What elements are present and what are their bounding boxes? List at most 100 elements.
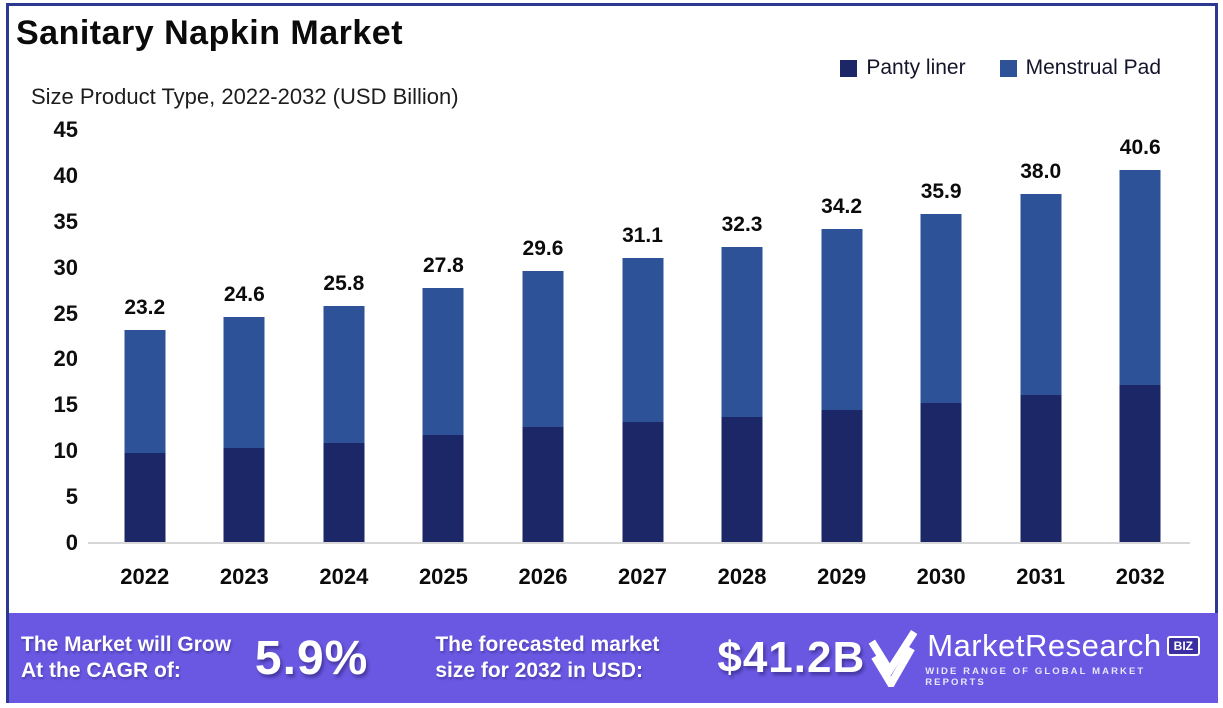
y-tick-0: 0	[65, 530, 78, 555]
x-label-2024: 2024	[319, 564, 369, 589]
y-tick-20: 20	[53, 346, 78, 372]
bar-total-label-2030: 35.9	[920, 179, 962, 203]
bar-group-2030: 35.9	[891, 130, 991, 543]
stacked-bar-2023	[223, 317, 265, 543]
bar-segment-panty-liner-2030	[920, 402, 962, 543]
x-label-2032: 2032	[1115, 564, 1165, 589]
bar-group-2026: 29.6	[493, 130, 593, 543]
bar-group-2029: 34.2	[792, 130, 892, 543]
bar-total-label-2027: 31.1	[622, 223, 663, 247]
bar-plot-area: 23.2 24.6 25.8 27.8 29.6 31.1 32.3 34.2 35.9 38.0…	[95, 130, 1190, 543]
bar-group-2028: 32.3	[692, 130, 792, 543]
bar-segment-panty-liner-2032	[1119, 385, 1161, 543]
x-label-2028: 2028	[717, 564, 767, 589]
bar-total-label-2031: 38.0	[1020, 160, 1062, 184]
bar-segment-panty-liner-2027	[622, 421, 663, 543]
cagr-label-line2: At the CAGR of:	[21, 659, 181, 682]
bar-segment-menstrual-pad-2028	[721, 246, 763, 418]
y-tick-10: 10	[53, 438, 78, 464]
stacked-bar-2026	[522, 271, 564, 543]
bar-segment-panty-liner-2028	[721, 417, 763, 543]
legend-item-panty-liner: Panty liner	[840, 56, 966, 80]
bar-segment-panty-liner-2025	[422, 434, 464, 543]
y-tick-5: 5	[65, 484, 78, 510]
y-tick-45: 45	[53, 117, 78, 142]
x-label-2025: 2025	[418, 564, 468, 589]
x-label-2031: 2031	[1016, 564, 1066, 589]
forecast-label-line2: size for 2032 in USD:	[435, 659, 644, 682]
bar-total-label-2026: 29.6	[522, 237, 564, 261]
x-axis-baseline	[88, 542, 1190, 544]
x-label-2022: 2022	[120, 564, 170, 589]
bar-group-2025: 27.8	[394, 130, 494, 543]
bar-segment-menstrual-pad-2022	[124, 330, 166, 454]
stacked-bar-2027	[622, 257, 663, 543]
bar-total-label-2022: 23.2	[124, 296, 166, 320]
bar-group-2032: 40.6	[1090, 130, 1190, 543]
bar-total-label-2025: 27.8	[422, 253, 464, 277]
bar-segment-panty-liner-2022	[124, 453, 166, 543]
x-label-2026: 2026	[518, 564, 568, 589]
stacked-bar-2029	[821, 229, 863, 543]
bar-segment-menstrual-pad-2029	[821, 229, 863, 410]
y-tick-35: 35	[53, 208, 78, 234]
legend-label: Menstrual Pad	[1025, 56, 1161, 79]
bar-segment-menstrual-pad-2026	[522, 271, 564, 428]
bar-segment-menstrual-pad-2027	[622, 257, 663, 422]
bar-group-2027: 31.1	[593, 130, 693, 543]
stacked-bar-2025	[422, 287, 464, 543]
bar-segment-menstrual-pad-2025	[422, 287, 464, 435]
y-tick-15: 15	[53, 392, 78, 418]
y-tick-25: 25	[53, 300, 78, 326]
x-label-2023: 2023	[219, 564, 269, 589]
logo-biz-badge: BIZ	[1166, 636, 1200, 656]
chart-legend: Panty liner Menstrual Pad	[840, 56, 1161, 80]
footer-banner: The Market will Grow At the CAGR of: 5.9…	[9, 613, 1218, 703]
bar-segment-panty-liner-2031	[1020, 395, 1062, 543]
y-tick-30: 30	[53, 254, 78, 280]
bar-total-label-2029: 34.2	[821, 195, 863, 219]
cagr-label-line1: The Market will Grow	[21, 632, 232, 656]
cagr-label: The Market will Grow At the CAGR of:	[21, 632, 247, 685]
bar-segment-menstrual-pad-2030	[920, 213, 962, 403]
bar-group-2024: 25.8	[294, 130, 394, 543]
bar-segment-panty-liner-2026	[522, 427, 564, 543]
bar-group-2023: 24.6	[195, 130, 295, 543]
x-label-2029: 2029	[817, 564, 867, 589]
forecast-label: The forecasted market size for 2032 in U…	[435, 632, 703, 685]
stacked-bar-2032	[1119, 170, 1161, 543]
x-label-2027: 2027	[618, 564, 667, 589]
stacked-bar-2028	[721, 246, 763, 543]
page-title: Sanitary Napkin Market	[16, 14, 404, 52]
stacked-bar-2022	[124, 330, 166, 543]
marketresearch-logo: MarketResearch BIZ WIDE RANGE OF GLOBAL …	[865, 628, 1200, 688]
bar-segment-panty-liner-2024	[323, 442, 365, 543]
bar-group-2022: 23.2	[95, 130, 195, 543]
y-tick-40: 40	[53, 162, 78, 188]
logo-text-column: MarketResearch BIZ WIDE RANGE OF GLOBAL …	[925, 628, 1200, 688]
double-check-icon	[868, 629, 918, 687]
x-axis: 2022 2023 2024 2025 2026 2027 2028 2029 2030 2031…	[95, 564, 1190, 590]
logo-name: MarketResearch	[927, 628, 1162, 663]
stacked-bar-2024	[323, 306, 365, 543]
legend-item-menstrual-pad: Menstrual Pad	[999, 56, 1161, 80]
x-label-2030: 2030	[916, 564, 966, 589]
bar-total-label-2024: 25.8	[323, 272, 365, 296]
bar-total-label-2032: 40.6	[1119, 136, 1161, 160]
forecast-value: $41.2B	[717, 633, 866, 682]
bar-total-label-2028: 32.3	[721, 212, 763, 236]
cagr-value: 5.9%	[254, 631, 369, 685]
menstrual-pad-swatch-icon	[999, 59, 1017, 77]
legend-label: Panty liner	[866, 56, 966, 79]
bar-segment-panty-liner-2023	[223, 447, 265, 543]
logo-main-row: MarketResearch BIZ	[927, 628, 1200, 664]
bar-segment-menstrual-pad-2031	[1020, 194, 1062, 396]
bar-segment-menstrual-pad-2024	[323, 306, 365, 443]
bar-segment-menstrual-pad-2023	[223, 317, 265, 448]
bar-segment-panty-liner-2029	[821, 409, 863, 543]
stacked-bar-2031	[1020, 194, 1062, 543]
stacked-bar-2030	[920, 213, 962, 543]
forecast-label-line1: The forecasted market	[435, 632, 660, 656]
bar-segment-menstrual-pad-2032	[1119, 170, 1161, 386]
